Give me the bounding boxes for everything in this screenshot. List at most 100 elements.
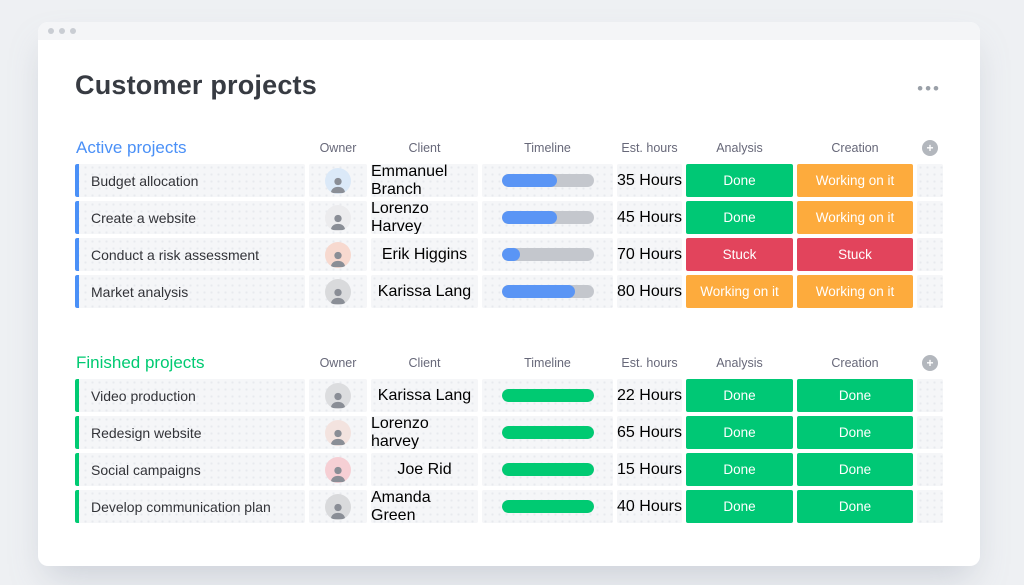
column-header-client[interactable]: Client xyxy=(408,356,441,370)
est-hours-cell[interactable]: 22 Hours xyxy=(617,379,682,412)
client-cell[interactable]: Joe Rid xyxy=(371,453,478,486)
column-header-creation[interactable]: Creation xyxy=(831,141,879,155)
creation-status-cell[interactable]: Done xyxy=(797,416,913,449)
client-cell[interactable]: Emmanuel Branch xyxy=(371,164,478,197)
owner-cell[interactable] xyxy=(309,164,367,197)
ellipsis-icon: ••• xyxy=(917,79,941,98)
window-control-dot xyxy=(48,28,54,34)
timeline-progress-fill xyxy=(501,463,594,476)
creation-status-cell[interactable]: Done xyxy=(797,490,913,523)
column-header-est-hours[interactable]: Est. hours xyxy=(621,141,678,155)
timeline-cell[interactable] xyxy=(482,164,613,197)
owner-cell[interactable] xyxy=(309,275,367,308)
creation-status-cell[interactable]: Stuck xyxy=(797,238,913,271)
est-hours-cell[interactable]: 35 Hours xyxy=(617,164,682,197)
client-name: Karissa Lang xyxy=(377,282,472,300)
timeline-progress-fill xyxy=(501,211,557,224)
analysis-status-cell[interactable]: Done xyxy=(686,379,793,412)
project-name-cell[interactable]: Conduct a risk assessment xyxy=(75,238,305,271)
project-name: Develop communication plan xyxy=(91,498,271,515)
add-column-button[interactable]: + xyxy=(922,140,938,156)
timeline-cell[interactable] xyxy=(482,453,613,486)
est-hours-cell[interactable]: 45 Hours xyxy=(617,201,682,234)
owner-cell[interactable] xyxy=(309,416,367,449)
analysis-status-cell[interactable]: Stuck xyxy=(686,238,793,271)
group-rows: Budget allocation Emmanuel Branch 35 Hou… xyxy=(75,164,943,308)
creation-status-cell[interactable]: Working on it xyxy=(797,164,913,197)
group-header: Active projects Owner Client Timeline Es… xyxy=(75,137,943,159)
owner-cell[interactable] xyxy=(309,490,367,523)
client-name: Karissa Lang xyxy=(377,386,472,404)
client-cell[interactable]: Karissa Lang xyxy=(371,275,478,308)
plus-icon: + xyxy=(926,355,934,370)
timeline-progress-track xyxy=(501,463,594,476)
client-cell[interactable]: Lorenzo Harvey xyxy=(371,201,478,234)
client-cell[interactable]: Karissa Lang xyxy=(371,379,478,412)
timeline-progress-fill xyxy=(501,500,594,513)
owner-cell[interactable] xyxy=(309,379,367,412)
person-icon xyxy=(330,466,346,482)
creation-status-cell[interactable]: Done xyxy=(797,379,913,412)
project-name-cell[interactable]: Develop communication plan xyxy=(75,490,305,523)
client-name: Lorenzo Harvey xyxy=(371,201,429,234)
owner-cell[interactable] xyxy=(309,453,367,486)
project-name-cell[interactable]: Video production xyxy=(75,379,305,412)
column-header-owner[interactable]: Owner xyxy=(319,356,357,370)
column-header-analysis[interactable]: Analysis xyxy=(716,141,763,155)
board-menu-button[interactable]: ••• xyxy=(915,76,943,101)
column-header-timeline[interactable]: Timeline xyxy=(524,356,571,370)
person-icon xyxy=(330,288,346,304)
timeline-cell[interactable] xyxy=(482,238,613,271)
est-hours-cell[interactable]: 15 Hours xyxy=(617,453,682,486)
column-header-est-hours[interactable]: Est. hours xyxy=(621,356,678,370)
timeline-cell[interactable] xyxy=(482,379,613,412)
project-name-cell[interactable]: Market analysis xyxy=(75,275,305,308)
timeline-cell[interactable] xyxy=(482,201,613,234)
est-hours-cell[interactable]: 80 Hours xyxy=(617,275,682,308)
client-name: Amanda Green xyxy=(371,490,431,523)
creation-status-cell[interactable]: Working on it xyxy=(797,275,913,308)
timeline-cell[interactable] xyxy=(482,275,613,308)
avatar xyxy=(325,456,351,483)
client-cell[interactable]: Amanda Green xyxy=(371,490,478,523)
est-hours-cell[interactable]: 70 Hours xyxy=(617,238,682,271)
project-name-cell[interactable]: Create a website xyxy=(75,201,305,234)
analysis-status-cell[interactable]: Done xyxy=(686,453,793,486)
table-row: Social campaigns Joe Rid 15 Hours Done xyxy=(75,453,943,486)
owner-cell[interactable] xyxy=(309,238,367,271)
analysis-status-cell[interactable]: Done xyxy=(686,201,793,234)
analysis-status-cell[interactable]: Working on it xyxy=(686,275,793,308)
table-row: Develop communication plan Amanda Green … xyxy=(75,490,943,523)
creation-status-cell[interactable]: Working on it xyxy=(797,201,913,234)
timeline-progress-track xyxy=(501,174,594,187)
project-name-cell[interactable]: Social campaigns xyxy=(75,453,305,486)
client-cell[interactable]: Erik Higgins xyxy=(371,238,478,271)
table-row: Redesign website Lorenzo harvey 65 Hours… xyxy=(75,416,943,449)
project-name-cell[interactable]: Budget allocation xyxy=(75,164,305,197)
owner-cell[interactable] xyxy=(309,201,367,234)
client-cell[interactable]: Lorenzo harvey xyxy=(371,416,478,449)
analysis-status-label: Done xyxy=(723,425,756,440)
column-header-client[interactable]: Client xyxy=(408,141,441,155)
add-column-button[interactable]: + xyxy=(922,355,938,371)
analysis-status-cell[interactable]: Done xyxy=(686,416,793,449)
column-header-owner[interactable]: Owner xyxy=(319,141,357,155)
column-header-timeline[interactable]: Timeline xyxy=(524,141,571,155)
person-icon xyxy=(330,392,346,408)
timeline-cell[interactable] xyxy=(482,490,613,523)
est-hours-cell[interactable]: 65 Hours xyxy=(617,416,682,449)
column-header-creation[interactable]: Creation xyxy=(831,356,879,370)
column-header-analysis[interactable]: Analysis xyxy=(716,356,763,370)
table-row: Market analysis Karissa Lang 80 Hours Wo… xyxy=(75,275,943,308)
analysis-status-cell[interactable]: Done xyxy=(686,490,793,523)
creation-status-cell[interactable]: Done xyxy=(797,453,913,486)
person-icon xyxy=(330,177,346,193)
est-hours-cell[interactable]: 40 Hours xyxy=(617,490,682,523)
group-title[interactable]: Active projects xyxy=(76,138,187,157)
analysis-status-cell[interactable]: Done xyxy=(686,164,793,197)
timeline-cell[interactable] xyxy=(482,416,613,449)
project-name-cell[interactable]: Redesign website xyxy=(75,416,305,449)
project-name: Conduct a risk assessment xyxy=(91,246,260,263)
group-title[interactable]: Finished projects xyxy=(76,353,205,372)
add-column-spacer-cell xyxy=(917,416,943,449)
